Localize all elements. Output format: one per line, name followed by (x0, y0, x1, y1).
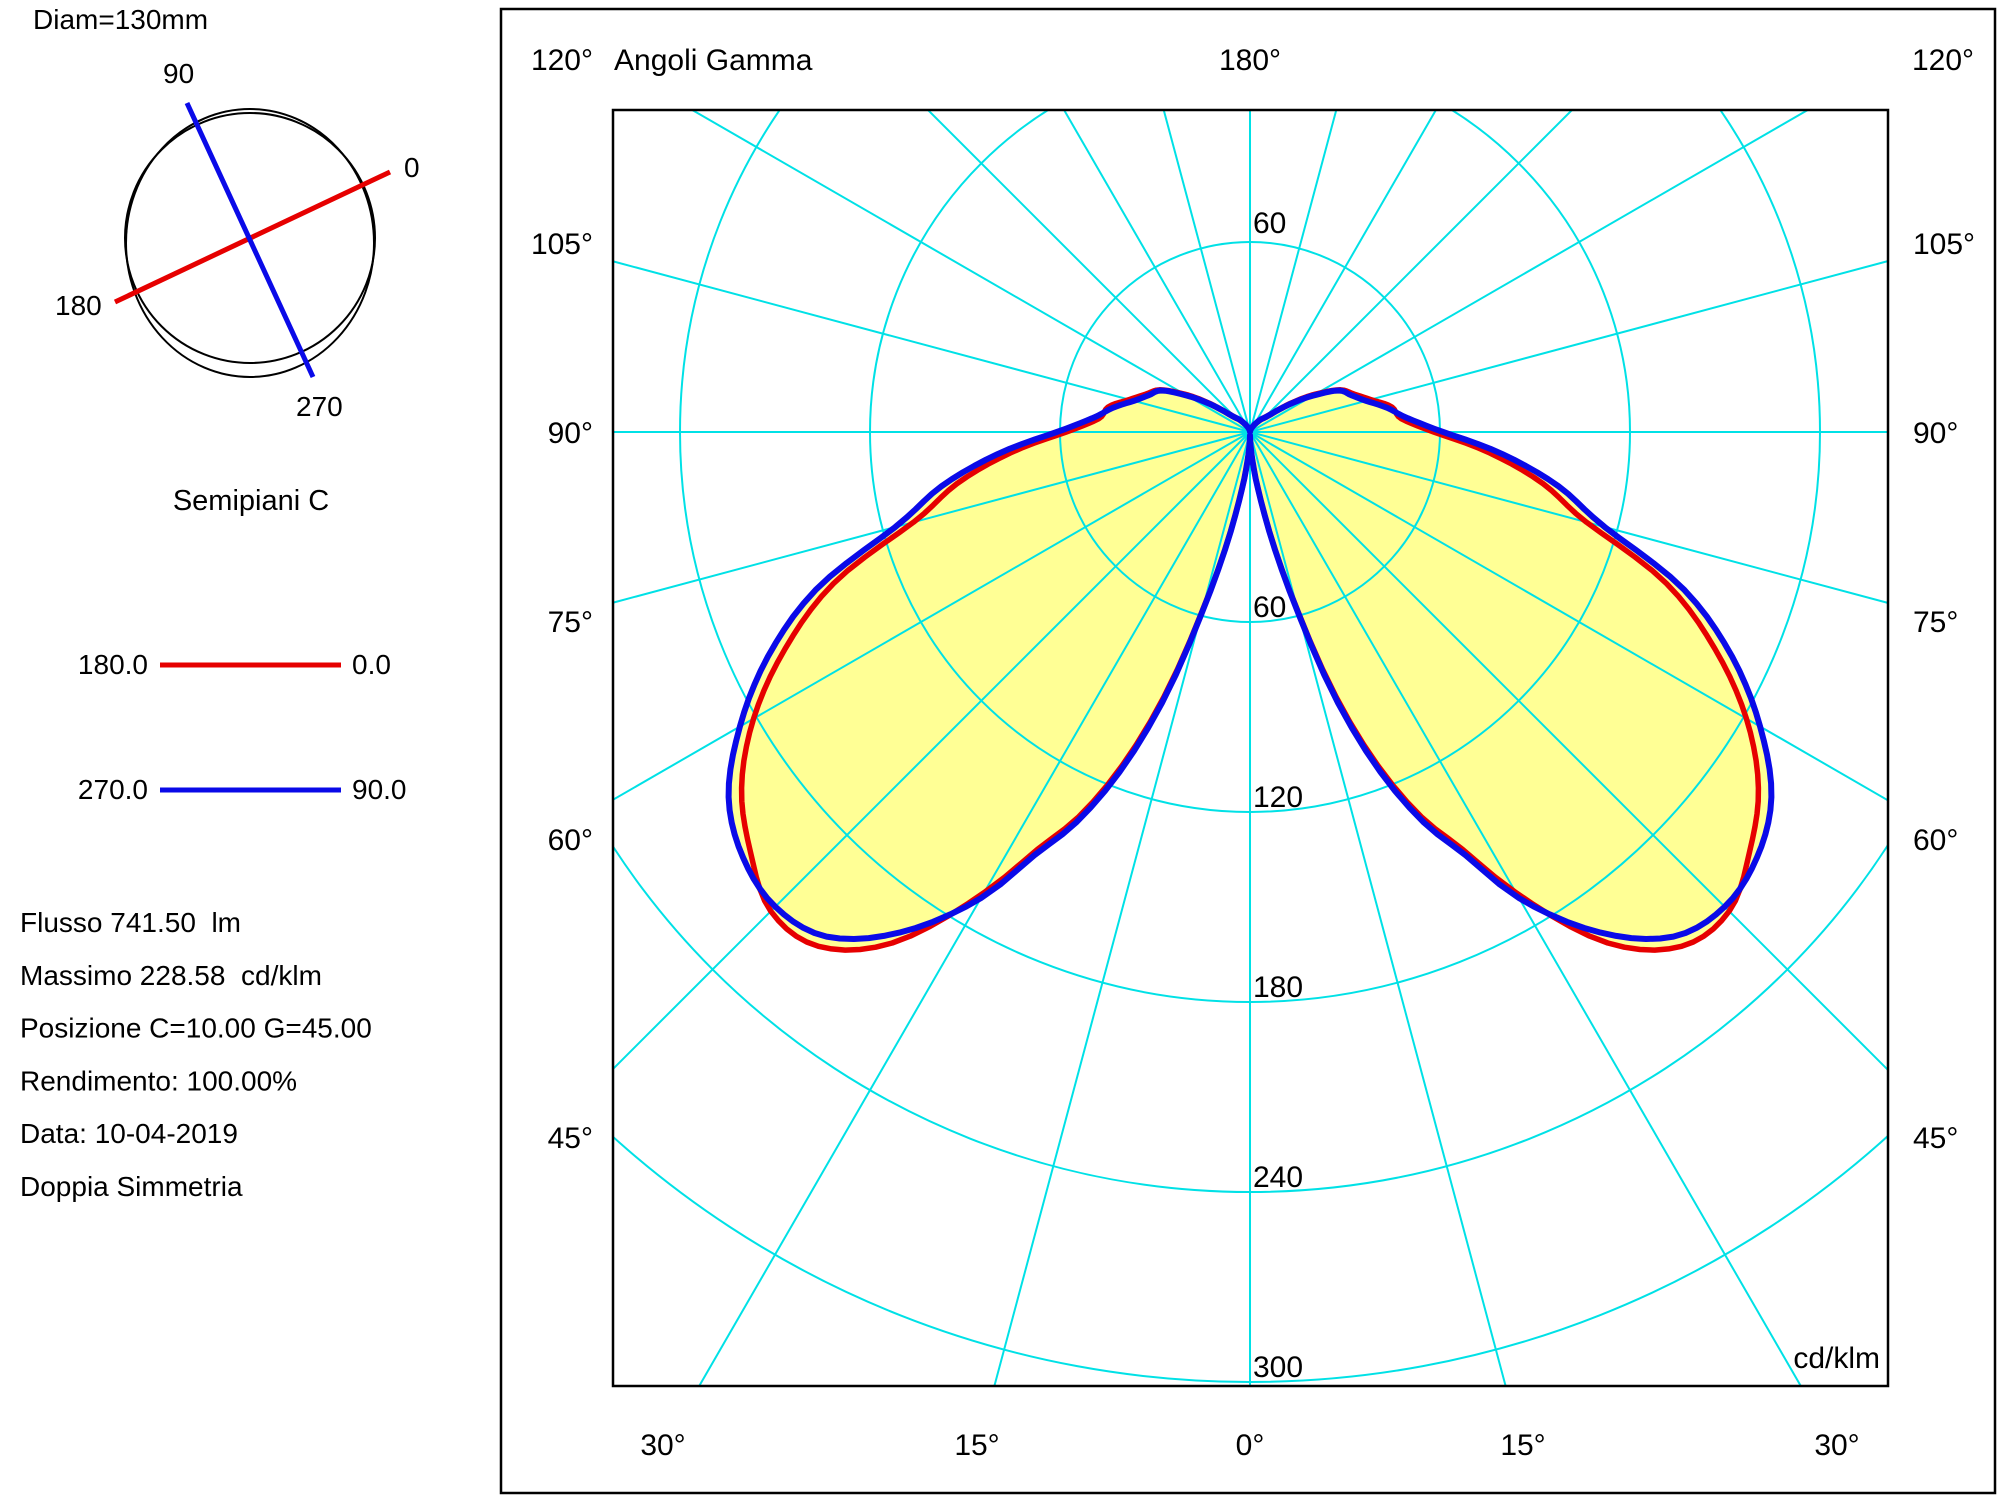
plot-frame (611, 108, 1890, 1388)
plot-title: Angoli Gamma (614, 44, 813, 77)
legend-row: 270.0 90.0 (78, 774, 407, 805)
c-plane-label-270: 270 (296, 391, 343, 422)
gamma-label-right-90: 90° (1913, 417, 1958, 450)
radial-label-above-60: 60 (1253, 207, 1286, 240)
gamma-label-left-60: 60° (548, 824, 593, 857)
gamma-label-bottom-4: 30° (1814, 1429, 1859, 1462)
legend-right-value: 90.0 (352, 774, 407, 805)
gamma-label-bottom-3: 15° (1500, 1429, 1545, 1462)
grid-radial-135 (1249, 110, 1574, 433)
legend-row: 180.0 0.0 (78, 649, 391, 680)
info-line: Flusso 741.50 lm (20, 907, 241, 938)
radial-label-below-60: 60 (1253, 591, 1286, 624)
plot-labels: 120° Angoli Gamma 180° 120° 105° 105° 90° 90° 75… (531, 44, 1975, 1462)
grid-radial-330 (698, 431, 1251, 1386)
grid-radial-165 (1249, 110, 1338, 433)
grid-radial-195 (1162, 110, 1251, 433)
grid-radial-285 (613, 431, 1251, 604)
panel-border (499, 7, 1997, 1495)
grid-radial-255 (613, 260, 1251, 433)
intensity-fill (728, 389, 1772, 950)
legend-left-value: 270.0 (78, 774, 148, 805)
grid-radial-315 (613, 431, 1251, 1071)
grid-radial-15 (1249, 431, 1507, 1386)
luminaire-outline-ellipse (125, 108, 375, 378)
info-line: Massimo 228.58 cd/klm (20, 960, 322, 991)
c90-270-plane-line (184, 101, 316, 379)
semipiani-title: Semipiani C (173, 485, 329, 517)
gamma-label-right-120: 120° (1912, 44, 1974, 77)
gamma-label-left-75: 75° (548, 606, 593, 639)
gamma-label-top-180: 180° (1219, 44, 1281, 77)
gamma-label-left-45: 45° (548, 1122, 593, 1155)
curve-c90-270 (725, 387, 1775, 942)
unit-label: cd/klm (1793, 1342, 1880, 1375)
gamma-label-bottom-2: 0° (1236, 1429, 1265, 1462)
radial-label-below-120: 120 (1253, 781, 1303, 814)
info-line: Doppia Simmetria (20, 1171, 243, 1202)
gamma-label-left-90: 90° (548, 417, 593, 450)
radial-label-below-180: 180 (1253, 971, 1303, 1004)
grid-radial-105 (1249, 260, 1888, 433)
info-line: Posizione C=10.00 G=45.00 (20, 1013, 372, 1044)
grid-radial-30 (1249, 431, 1802, 1386)
info-line: Rendimento: 100.00% (20, 1065, 297, 1096)
grid-radial-120 (1249, 110, 1810, 433)
grid-radial-150 (1249, 110, 1438, 433)
legend-right-value: 0.0 (352, 649, 391, 680)
gamma-label-right-60: 60° (1913, 824, 1958, 857)
c0-180-plane-line (113, 169, 392, 305)
diameter-label: Diam=130mm (33, 4, 208, 35)
c-plane-label-90: 90 (163, 58, 194, 89)
grid-radial-210 (1062, 110, 1251, 433)
c-plane-label-0: 0 (404, 152, 420, 183)
grid-radial-225 (926, 110, 1251, 433)
legend-left-value: 180.0 (78, 649, 148, 680)
gamma-label-right-105: 105° (1913, 228, 1975, 261)
gamma-label-left-105: 105° (531, 228, 593, 261)
gamma-label-bottom-1: 15° (954, 1429, 999, 1462)
radial-label-below-240: 240 (1253, 1161, 1303, 1194)
grid-radial-300 (613, 431, 1251, 801)
info-line: Data: 10-04-2019 (20, 1118, 238, 1149)
grid-radial-240 (690, 110, 1251, 433)
gamma-label-left-120: 120° (531, 44, 593, 77)
gamma-label-bottom-0: 30° (640, 1429, 685, 1462)
grid-radial-60 (1249, 431, 1888, 802)
luminaire-outline-circle (124, 112, 376, 364)
gamma-label-right-45: 45° (1913, 1122, 1958, 1155)
c-plane-diagram: 90 0 180 270 (55, 58, 420, 422)
radial-label-below-300: 300 (1253, 1351, 1303, 1384)
grid-radial-345 (993, 431, 1251, 1386)
gamma-label-right-75: 75° (1913, 606, 1958, 639)
left-panel: Diam=130mm 90 0 180 270 Semipiani C 180.0 0.0 27… (20, 4, 420, 1202)
grid-radial-45 (1249, 431, 1888, 1072)
c-plane-label-180: 180 (55, 290, 102, 321)
grid-radial-75 (1249, 431, 1888, 604)
